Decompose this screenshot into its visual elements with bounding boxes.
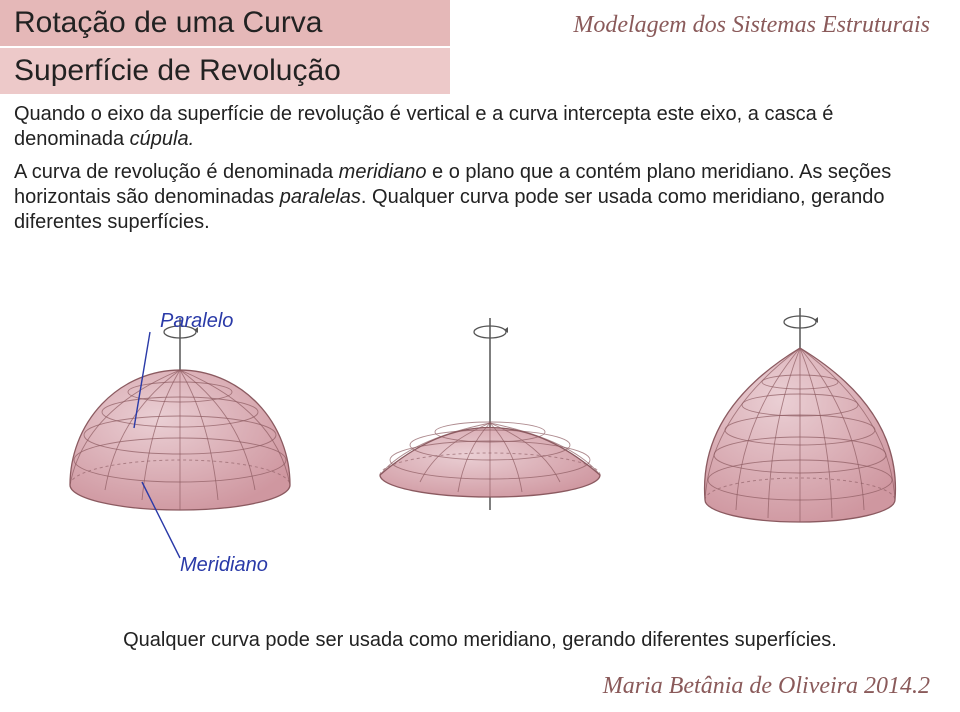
paragraph-1: Quando o eixo da superfície de revolução… xyxy=(0,94,920,152)
arrow-paralelo xyxy=(130,330,190,450)
arrow-meridiano xyxy=(140,480,200,560)
paragraph-2: A curva de revolução é denominada meridi… xyxy=(0,152,920,235)
title-secondary: Superfície de Revolução xyxy=(0,48,450,94)
dome-shallow xyxy=(360,310,620,520)
para2-ital2: paralelas xyxy=(280,186,361,208)
dome-pointed xyxy=(670,300,930,530)
para2-ital1: meridiano xyxy=(339,161,427,183)
para1-ital: cúpula. xyxy=(130,128,195,150)
header-subtitle: Modelagem dos Sistemas Estruturais xyxy=(573,12,930,39)
title-primary: Rotação de uma Curva xyxy=(0,0,450,46)
bottom-caption: Qualquer curva pode ser usada como merid… xyxy=(0,629,960,652)
para2-a: A curva de revolução é denominada xyxy=(14,161,339,183)
footer-credit: Maria Betânia de Oliveira 2014.2 xyxy=(603,673,930,700)
